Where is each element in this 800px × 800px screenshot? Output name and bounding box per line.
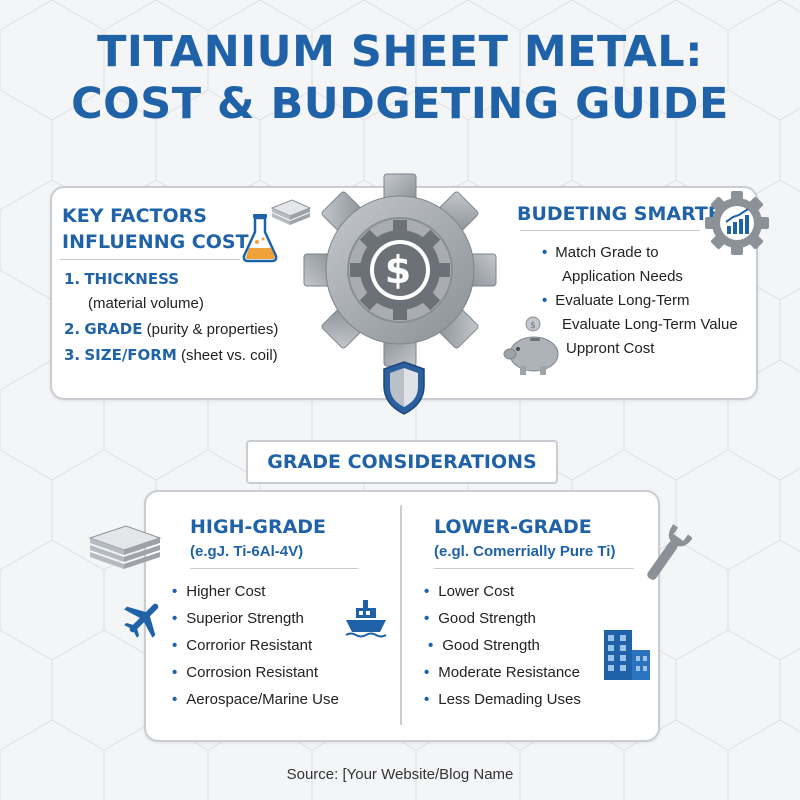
budget-line-1: • Match Grade to [542, 244, 659, 261]
flask-icon [242, 214, 278, 263]
factor-2-label: GRADE [84, 320, 143, 338]
factor-1-detail: (material volume) [88, 295, 204, 312]
factor-1-label: THICKNESS [84, 270, 180, 288]
lower-grade-item-2: • Good Strength [424, 610, 536, 627]
high-grade-item-4: • Corrosion Resistant [172, 664, 318, 681]
factor-3-label: SIZE/FORM [84, 346, 177, 364]
high-grade-subtitle: (e.gJ. Ti-6Al-4V) [190, 543, 304, 560]
lower-grade-item-1: • Lower Cost [424, 583, 515, 600]
budget-line-4: Evaluate Long-Term Value [562, 316, 738, 333]
dollar-icon: $ [384, 248, 412, 292]
factor-3-number: 3. [64, 346, 81, 364]
lower-grade-title: LOWER-GRADE [434, 516, 592, 538]
shield-icon [383, 361, 425, 415]
lower-grade-underline [434, 568, 634, 569]
airplane-icon [124, 603, 159, 638]
budgeting-underline [520, 230, 700, 231]
high-grade-item-5: • Aerospace/Marine Use [172, 691, 339, 708]
lower-grade-subtitle: (e.gl. Comerrially Pure Ti) [434, 543, 616, 560]
factor-3-detail: (sheet vs. coil) [180, 347, 278, 364]
budget-line-2: Application Needs [562, 268, 683, 285]
key-factors-heading-line-2: INFLUENNG COST [62, 231, 249, 253]
title-line-2: COST & BUDGETING GUIDE [71, 79, 729, 129]
piggy-bank-icon: $ [503, 316, 559, 375]
high-grade-item-3: • Corrorior Resistant [172, 637, 313, 654]
sheet-stack-icon [88, 525, 162, 569]
key-factors-heading-line-1: KEY FACTORS [62, 205, 207, 227]
source-credit: Source: [Your Website/Blog Name [286, 766, 514, 783]
building-icon [604, 630, 650, 680]
chart-gear-icon [705, 191, 769, 255]
high-grade-title: HIGH-GRADE [190, 516, 327, 538]
factor-item-2: 2. GRADE (purity & properties) [64, 320, 278, 338]
sheet-stack-icon [270, 199, 312, 225]
svg-text:$: $ [530, 321, 536, 331]
grade-comparison-panel [144, 490, 660, 742]
factor-2-number: 2. [64, 320, 81, 338]
high-grade-item-1: • Higher Cost [172, 583, 266, 600]
budgeting-heading: BUDETING SMARTER [517, 203, 736, 225]
grade-divider [400, 505, 402, 725]
page-title: TITANIUM SHEET METAL: COST & BUDGETING G… [0, 26, 800, 130]
ship-icon [345, 600, 387, 638]
lower-grade-item-4: • Moderate Resistance [424, 664, 581, 681]
high-grade-underline [190, 568, 358, 569]
lower-grade-item-3: • Good Strength [428, 637, 540, 654]
wrench-icon [647, 524, 692, 580]
title-line-1: TITANIUM SHEET METAL: [97, 27, 703, 77]
factor-item-1: 1. THICKNESS [64, 270, 179, 288]
key-factors-underline [60, 259, 240, 260]
grade-considerations-heading: GRADE CONSIDERATIONS [246, 440, 558, 484]
key-factors-heading: KEY FACTORS INFLUENNG COST [62, 203, 249, 255]
factor-2-detail: (purity & properties) [146, 321, 279, 338]
lower-grade-item-5: • Less Demading Uses [424, 691, 581, 708]
gear-icon [303, 173, 497, 367]
budget-line-3: • Evaluate Long-Term [542, 292, 690, 309]
budget-line-5: Uppront Cost [566, 340, 655, 357]
factor-1-number: 1. [64, 270, 81, 288]
factor-item-3: 3. SIZE/FORM (sheet vs. coil) [64, 346, 278, 364]
high-grade-item-2: • Superior Strength [172, 610, 304, 627]
